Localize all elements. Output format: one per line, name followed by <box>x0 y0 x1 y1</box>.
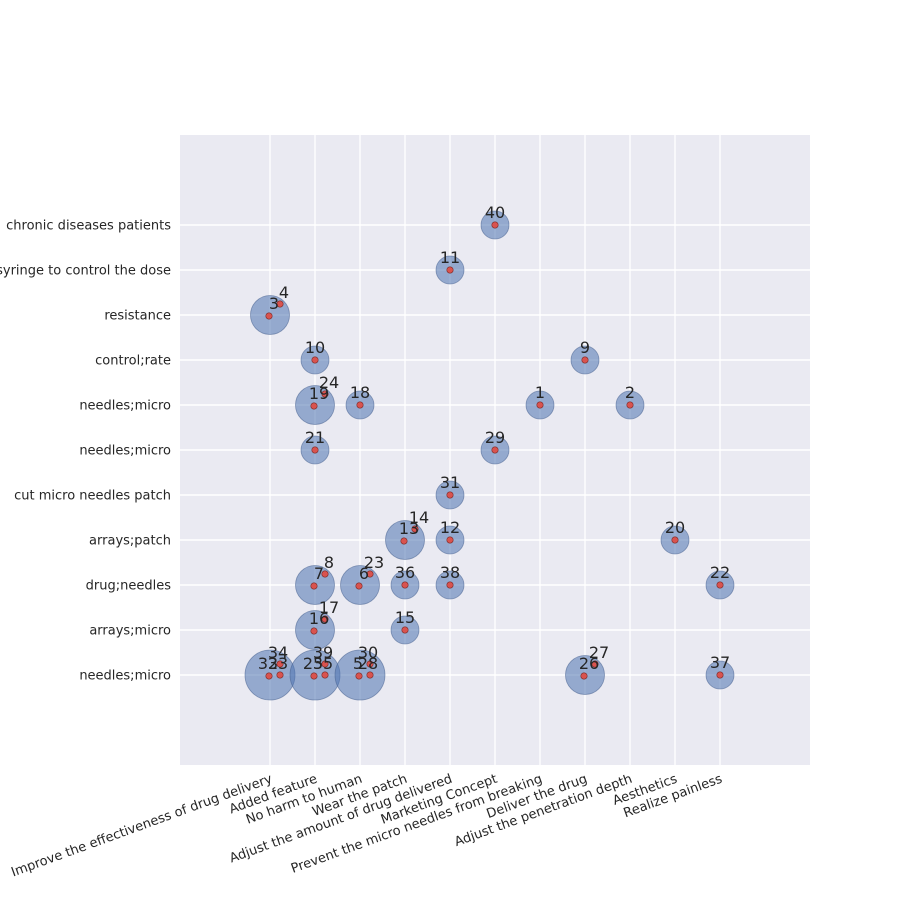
point-label: 25 <box>303 654 323 673</box>
data-point <box>716 671 724 679</box>
point-label: 30 <box>358 643 378 662</box>
data-point <box>446 536 454 544</box>
point-label: 35 <box>313 654 333 673</box>
point-label: 11 <box>440 248 460 267</box>
data-point <box>716 581 724 589</box>
y-tick-label: drug;needles <box>86 579 172 594</box>
data-point <box>310 672 318 680</box>
point-label: 7 <box>314 564 324 583</box>
point-label: 29 <box>485 428 505 447</box>
data-point <box>401 626 409 634</box>
point-label: 17 <box>319 598 339 617</box>
data-point <box>366 660 374 668</box>
point-label: 18 <box>350 383 370 402</box>
data-point <box>400 537 408 545</box>
data-point <box>311 356 319 364</box>
data-point <box>265 312 273 320</box>
point-label: 39 <box>313 643 333 662</box>
point-label: 36 <box>395 563 415 582</box>
data-point <box>411 525 419 533</box>
data-point <box>626 401 634 409</box>
point-label: 2 <box>625 383 635 402</box>
point-label: 26 <box>579 654 599 673</box>
data-point <box>401 581 409 589</box>
point-label: 27 <box>589 643 609 662</box>
data-point <box>276 300 284 308</box>
y-tick-label: needles;micro <box>79 444 171 459</box>
data-point <box>446 581 454 589</box>
point-label: 3 <box>269 294 279 313</box>
data-point <box>536 401 544 409</box>
data-point <box>366 671 374 679</box>
point-label: 32 <box>258 654 278 673</box>
point-label: 21 <box>305 428 325 447</box>
point-label: 31 <box>440 473 460 492</box>
data-point <box>366 570 374 578</box>
point-label: 12 <box>440 518 460 537</box>
y-tick-label: resistance <box>104 309 171 324</box>
data-point <box>491 446 499 454</box>
data-point <box>581 356 589 364</box>
y-tick-label: needles;micro <box>79 669 171 684</box>
data-point <box>321 615 329 623</box>
y-tick-label: control;rate <box>95 354 171 369</box>
data-point <box>321 570 329 578</box>
data-point <box>311 446 319 454</box>
point-label: 9 <box>580 338 590 357</box>
data-point <box>671 536 679 544</box>
data-point <box>356 401 364 409</box>
y-tick-label: syringe to control the dose <box>0 264 171 279</box>
data-point <box>591 660 599 668</box>
point-label: 5 <box>353 654 363 673</box>
point-label: 8 <box>324 553 334 572</box>
points <box>265 221 724 680</box>
y-tick-label: arrays;micro <box>89 624 171 639</box>
data-point <box>310 402 318 410</box>
y-axis-tick-labels: needles;micro arrays;micro drug;needles arr… <box>0 219 171 684</box>
point-label: 37 <box>710 653 730 672</box>
data-point <box>491 221 499 229</box>
y-tick-label: chronic diseases patients <box>6 219 171 234</box>
x-axis-tick-labels: Improve the effectiveness of drug delive… <box>9 772 724 881</box>
data-point <box>580 672 588 680</box>
data-point <box>276 671 284 679</box>
y-tick-label: needles;micro <box>79 399 171 414</box>
point-label: 4 <box>279 283 289 302</box>
point-label: 13 <box>399 519 419 538</box>
point-label: 34 <box>268 643 288 662</box>
point-label: 6 <box>359 564 369 583</box>
data-point <box>355 672 363 680</box>
point-label: 38 <box>440 563 460 582</box>
point-label: 40 <box>485 203 505 222</box>
point-labels: 3432333410192421781617253539186235283013… <box>258 203 730 673</box>
point-label: 22 <box>710 563 730 582</box>
data-point <box>321 671 329 679</box>
point-label: 23 <box>364 553 384 572</box>
point-label: 16 <box>309 609 329 628</box>
point-label: 19 <box>309 384 329 403</box>
point-label: 28 <box>358 654 378 673</box>
point-label: 24 <box>319 373 339 392</box>
point-label: 10 <box>305 338 325 357</box>
point-label: 15 <box>395 608 415 627</box>
y-tick-label: cut micro needles patch <box>14 489 171 504</box>
point-label: 33 <box>268 654 288 673</box>
data-point <box>265 672 273 680</box>
data-point <box>446 266 454 274</box>
data-point <box>446 491 454 499</box>
point-label: 14 <box>409 508 429 527</box>
data-point <box>321 660 329 668</box>
data-point <box>321 390 329 398</box>
y-tick-label: arrays;patch <box>89 534 171 549</box>
point-label: 20 <box>665 518 685 537</box>
data-point <box>355 582 363 590</box>
data-point <box>276 660 284 668</box>
data-point <box>310 582 318 590</box>
data-point <box>310 627 318 635</box>
point-label: 1 <box>535 383 545 402</box>
